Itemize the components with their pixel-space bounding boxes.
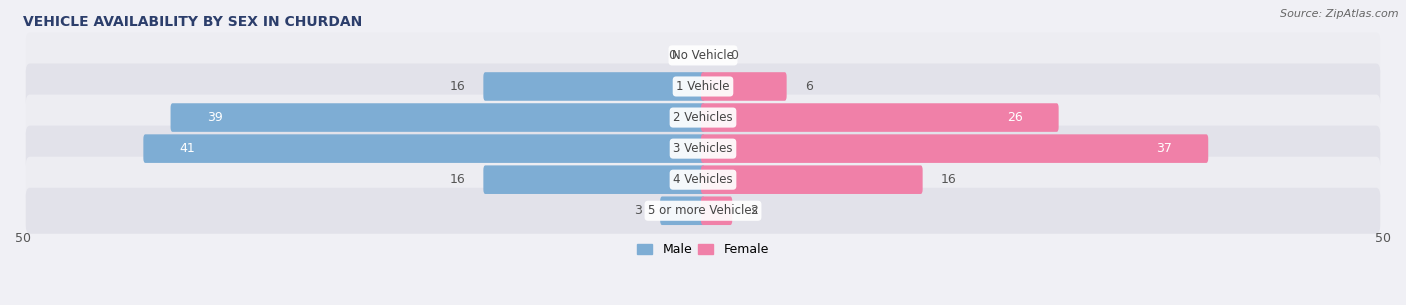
FancyBboxPatch shape (25, 32, 1381, 78)
FancyBboxPatch shape (25, 95, 1381, 141)
Text: 2: 2 (751, 204, 758, 217)
FancyBboxPatch shape (702, 72, 786, 101)
FancyBboxPatch shape (702, 103, 1059, 132)
FancyBboxPatch shape (702, 196, 733, 225)
Text: 0: 0 (730, 49, 738, 62)
Text: 16: 16 (941, 173, 956, 186)
Text: Source: ZipAtlas.com: Source: ZipAtlas.com (1281, 9, 1399, 19)
FancyBboxPatch shape (661, 196, 704, 225)
Text: 0: 0 (668, 49, 676, 62)
Text: 5 or more Vehicles: 5 or more Vehicles (648, 204, 758, 217)
FancyBboxPatch shape (484, 72, 704, 101)
Text: 4 Vehicles: 4 Vehicles (673, 173, 733, 186)
FancyBboxPatch shape (702, 134, 1208, 163)
Legend: Male, Female: Male, Female (633, 238, 773, 261)
Text: 1 Vehicle: 1 Vehicle (676, 80, 730, 93)
Text: 2 Vehicles: 2 Vehicles (673, 111, 733, 124)
FancyBboxPatch shape (25, 126, 1381, 172)
FancyBboxPatch shape (25, 63, 1381, 109)
Text: 3: 3 (634, 204, 641, 217)
Text: 39: 39 (207, 111, 222, 124)
FancyBboxPatch shape (25, 188, 1381, 234)
Text: No Vehicle: No Vehicle (672, 49, 734, 62)
Text: 26: 26 (1007, 111, 1022, 124)
Text: 16: 16 (450, 173, 465, 186)
Text: 16: 16 (450, 80, 465, 93)
FancyBboxPatch shape (170, 103, 704, 132)
FancyBboxPatch shape (143, 134, 704, 163)
Text: VEHICLE AVAILABILITY BY SEX IN CHURDAN: VEHICLE AVAILABILITY BY SEX IN CHURDAN (22, 15, 363, 29)
FancyBboxPatch shape (25, 157, 1381, 203)
FancyBboxPatch shape (702, 165, 922, 194)
Text: 37: 37 (1156, 142, 1173, 155)
FancyBboxPatch shape (484, 165, 704, 194)
Text: 41: 41 (180, 142, 195, 155)
Text: 3 Vehicles: 3 Vehicles (673, 142, 733, 155)
Text: 6: 6 (806, 80, 813, 93)
